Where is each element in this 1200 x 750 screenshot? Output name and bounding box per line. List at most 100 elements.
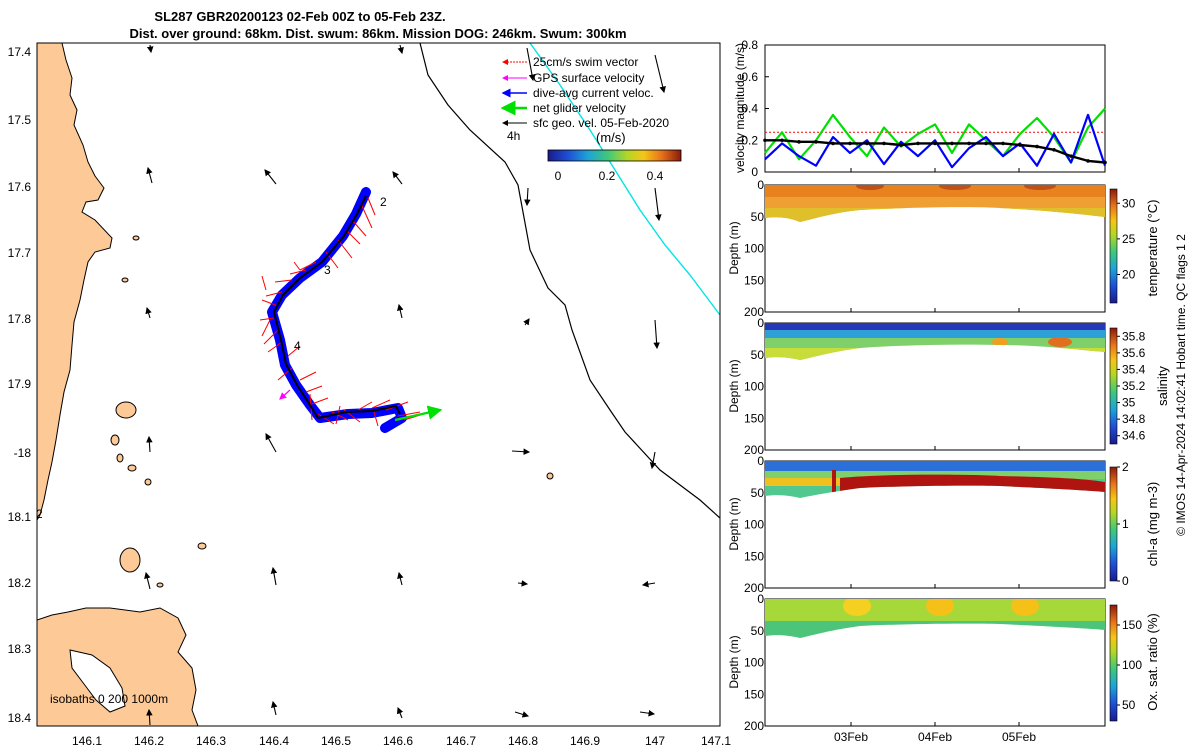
depth-ticks: 0501001502000501001502000501001502000501…	[744, 178, 764, 733]
map-xtick: 146.1	[72, 734, 102, 748]
gps-velocity-arrow	[279, 389, 291, 400]
oxygen-ylabel: Depth (m)	[727, 635, 741, 688]
colorbar-tick: 34.6	[1122, 429, 1146, 443]
map-xtick: 147.1	[701, 734, 731, 748]
map-ytick: 17.9	[8, 377, 32, 391]
map-xtick: 146.9	[570, 734, 600, 748]
sfc-geo-point	[814, 140, 818, 144]
hinchinbrook-channel	[69, 649, 126, 713]
depth-ytick: 0	[757, 592, 764, 606]
mainland-coast	[37, 43, 113, 521]
legend-scale-4h: 4h	[507, 129, 520, 143]
colorbar-tick: 150	[1122, 618, 1142, 632]
oxygen-colorbar-label: Ox. sat. ratio (%)	[1145, 613, 1160, 711]
island	[115, 401, 137, 419]
legend-gps-velocity: GPS surface velocity	[533, 71, 644, 85]
time-xtick: 03Feb	[834, 730, 868, 744]
depth-ytick: 50	[751, 348, 765, 362]
map-legend: 25cm/s swim vector GPS surface velocity …	[500, 55, 682, 183]
temperature-colorbar-label: temperature (°C)	[1145, 200, 1160, 297]
map-ytick: 18.4	[8, 711, 32, 725]
map-colorbar-tick: 0.2	[599, 169, 616, 183]
velocity-ytick: 0.8	[741, 38, 758, 52]
oxygen-colorbar	[1109, 604, 1118, 722]
map-colorbar-unit: (m/s)	[596, 130, 626, 145]
island	[116, 453, 124, 463]
map-ytick: 17.6	[8, 180, 32, 194]
southern-landmass	[37, 607, 199, 726]
geo-velocity-arrows	[144, 44, 666, 726]
velocity-yticks: 0 0.2 0.4 0.6 0.8	[741, 38, 769, 179]
oxygen-panel: Depth (m) Ox. sat. ratio (%)	[727, 598, 1160, 727]
velocity-ytick: 0.4	[741, 102, 758, 116]
map-xtick: 147	[645, 734, 665, 748]
velocity-ytick: 0	[751, 165, 758, 179]
colorbar-tick: 35.6	[1122, 346, 1146, 360]
salinity-upper-layer	[765, 330, 1105, 338]
velocity-ytick: 0.2	[741, 133, 758, 147]
colorbar-ticks: 20 25 30 35.8 35.6 35.4 35.2 35 34.8 34.6 2 1 0 150 10…	[1117, 196, 1146, 712]
legend-swim-vector: 25cm/s swim vector	[533, 55, 638, 69]
depth-ytick: 200	[744, 305, 764, 319]
colorbar-tick: 1	[1122, 517, 1129, 531]
temperature-warm-patch	[856, 185, 884, 190]
legend-sfc-geo-velocity: sfc geo. vel. 05-Feb-2020	[533, 116, 669, 130]
colorbar-tick: 35	[1122, 396, 1136, 410]
chlorophyll-ylabel: Depth (m)	[727, 497, 741, 550]
temperature-colorbar	[1109, 188, 1118, 304]
coast-marker: 2	[36, 507, 43, 521]
track-label-2: 2	[380, 195, 387, 209]
sfc-geo-point	[848, 141, 852, 146]
sfc-geo-point	[1103, 160, 1107, 165]
map-ytick: 17.5	[8, 113, 32, 127]
map-colorbar-tick: 0.4	[647, 169, 664, 183]
map-xtick: 146.7	[446, 734, 476, 748]
map-frame	[36, 42, 721, 727]
map-colorbar-tick: 0	[555, 169, 562, 183]
depth-ytick: 100	[744, 518, 764, 532]
depth-ytick: 100	[744, 380, 764, 394]
colorbar-tick: 25	[1122, 232, 1136, 246]
map-xtick: 146.2	[134, 734, 164, 748]
sfc-geo-point	[967, 141, 971, 146]
velocity-panel: 0 0.2 0.4 0.6 0.8 velocity magnitude (m/s)	[733, 38, 1107, 179]
map-ytick: 18.2	[8, 576, 32, 590]
title-line-2: Dist. over ground: 68km. Dist. swum: 86k…	[129, 26, 626, 41]
map-xtick: 146.6	[383, 734, 413, 748]
chlorophyll-colorbar-label: chl-a (mg m-3)	[1145, 482, 1160, 567]
colorbar-tick: 35.2	[1122, 379, 1146, 393]
colorbar-tick: 50	[1122, 698, 1136, 712]
depth-ytick: 150	[744, 549, 764, 563]
sfc-geo-point	[865, 141, 869, 146]
track-label-4: 4	[294, 339, 301, 353]
sfc-geo-point	[1035, 144, 1039, 149]
isobath-200m	[419, 43, 720, 519]
temperature-warm-patch	[939, 185, 971, 190]
depth-ytick: 0	[757, 316, 764, 330]
map-xtick: 146.8	[508, 734, 538, 748]
colorbar-tick: 35.8	[1122, 329, 1146, 343]
map-xtick: 146.3	[196, 734, 226, 748]
colorbar-tick: 34.8	[1122, 412, 1146, 426]
salinity-ylabel: Depth (m)	[727, 359, 741, 412]
salinity-surface-layer	[765, 323, 1105, 330]
velocity-ylabel: velocity magnitude (m/s)	[733, 43, 747, 173]
velocity-ytick: 0.6	[741, 70, 758, 84]
salinity-panel: Depth (m) salinity	[727, 322, 1170, 451]
swim-vectors	[259, 197, 431, 427]
map-xtick: 146.5	[321, 734, 351, 748]
depth-ytick: 50	[751, 624, 765, 638]
sfc-geo-point	[1086, 159, 1090, 163]
island	[546, 472, 554, 480]
temperature-panel: Depth (m) temperature (°C)	[727, 184, 1160, 313]
chlorophyll-layer	[765, 478, 840, 486]
island	[110, 434, 120, 446]
temperature-surface-layer	[765, 185, 1105, 197]
island	[127, 464, 137, 472]
sfc-geo-point	[763, 138, 767, 143]
depth-ytick: 200	[744, 719, 764, 733]
series-dive-avg-current	[764, 113, 1107, 169]
glider-track	[273, 195, 401, 419]
net-glider-velocity-arrow	[394, 405, 443, 422]
colorbar-tick: 100	[1122, 658, 1142, 672]
